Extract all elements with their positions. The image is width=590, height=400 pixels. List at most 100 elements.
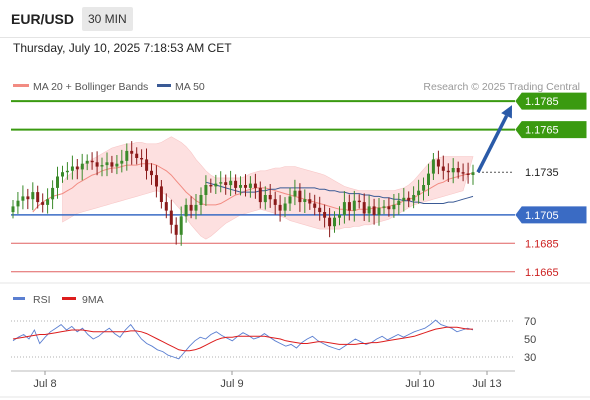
- candle: [333, 211, 336, 233]
- candle-body: [441, 166, 445, 171]
- rsi-ma-legend-label: 9MA: [82, 294, 104, 306]
- candle: [392, 194, 396, 218]
- candle-body: [16, 200, 20, 207]
- forecast-arrow: [476, 105, 512, 173]
- candle: [298, 183, 302, 212]
- candle-body: [357, 200, 361, 203]
- candle: [100, 157, 104, 177]
- candle: [199, 187, 203, 215]
- candle: [318, 196, 322, 221]
- candle: [219, 171, 223, 193]
- candle: [263, 186, 267, 210]
- candle-body: [11, 206, 15, 213]
- level-tag-box: [515, 121, 587, 139]
- candle: [347, 194, 351, 221]
- candle-body: [333, 217, 336, 227]
- candle: [372, 198, 376, 225]
- candle: [56, 166, 59, 199]
- research-credit: Research © 2025 Trading Central: [423, 81, 580, 93]
- candle: [352, 190, 356, 222]
- candle-body: [140, 158, 144, 160]
- candle: [402, 188, 406, 212]
- level-tag-1.1665: 1.1665: [525, 267, 559, 279]
- level-tag-1.1735: 1.1735: [525, 167, 559, 179]
- candle-body: [219, 182, 223, 184]
- candle-body: [85, 160, 89, 164]
- candle-body: [298, 190, 302, 203]
- candle-body: [194, 204, 198, 211]
- chart-header: EUR/USD 30 MIN: [0, 0, 590, 38]
- candle-body: [471, 172, 475, 175]
- candle-body: [164, 202, 168, 211]
- candle: [417, 179, 421, 204]
- candle-body: [382, 206, 386, 208]
- candle: [268, 184, 272, 208]
- candle: [155, 165, 158, 198]
- x-axis: Jul 8 Jul 9 Jul 10 Jul 13: [33, 371, 502, 390]
- rsi-line: [12, 319, 474, 360]
- rsi-legend: RSI 9MA: [13, 294, 104, 306]
- candle-body: [21, 196, 25, 201]
- candle-body: [278, 204, 282, 211]
- candle-body: [258, 187, 262, 203]
- candle: [209, 178, 213, 193]
- candle-body: [318, 207, 322, 213]
- candle: [164, 193, 168, 219]
- candle-body: [224, 182, 228, 185]
- ma50-legend-swatch: [157, 84, 171, 87]
- rsi-tick-label: 30: [524, 352, 536, 364]
- candle: [239, 176, 242, 196]
- rsi-tick-label: 70: [524, 316, 536, 328]
- candle: [357, 194, 361, 209]
- candle: [70, 155, 74, 180]
- candle: [214, 174, 218, 194]
- candle-body: [436, 159, 440, 167]
- candle: [95, 151, 99, 176]
- candle-body: [174, 224, 178, 235]
- candle: [278, 195, 282, 222]
- candle-body: [61, 172, 64, 177]
- candle: [234, 174, 238, 195]
- candle: [46, 188, 50, 214]
- candle-body: [184, 204, 188, 217]
- candle-body: [283, 203, 287, 211]
- candle: [313, 194, 317, 216]
- candle-body: [461, 172, 465, 174]
- candle-body: [328, 217, 332, 227]
- candle-body: [145, 159, 149, 171]
- candle-body: [288, 196, 292, 204]
- candle: [120, 149, 124, 173]
- candle-body: [155, 175, 158, 187]
- rsi-tick-label: 50: [524, 334, 536, 346]
- bollinger-band-area: [62, 136, 474, 240]
- level-tag-box: [515, 163, 587, 181]
- instrument-symbol: EUR/USD: [11, 11, 75, 27]
- candle: [229, 170, 233, 196]
- candle-body: [303, 199, 307, 202]
- candle: [150, 163, 153, 185]
- candle: [461, 163, 465, 182]
- candle-body: [90, 160, 94, 163]
- candle: [436, 150, 440, 175]
- rsi-ma-line: [12, 326, 473, 352]
- candle: [328, 207, 332, 238]
- candle: [85, 154, 89, 171]
- timeframe-badge[interactable]: 30 MIN: [82, 7, 133, 31]
- main-legend: MA 20 + Bollinger Bands MA 50 Research ©…: [13, 81, 580, 93]
- candle-body: [31, 192, 35, 200]
- candle-body: [342, 202, 346, 215]
- chart-timestamp: Thursday, July 10, 2025 7:18:53 AM CET: [13, 41, 232, 55]
- candle: [422, 177, 426, 201]
- candle: [441, 155, 445, 180]
- candle-body: [135, 153, 139, 158]
- candle-body: [253, 183, 257, 188]
- candle: [342, 191, 346, 224]
- candle-body: [169, 210, 173, 225]
- candle-body: [204, 185, 208, 195]
- forecast-arrow-head: [501, 105, 512, 119]
- x-tick-label: Jul 8: [33, 378, 56, 390]
- x-tick-label: Jul 9: [220, 378, 243, 390]
- candle: [412, 186, 416, 209]
- candle-body: [209, 185, 213, 187]
- level-tag-box: [515, 92, 587, 110]
